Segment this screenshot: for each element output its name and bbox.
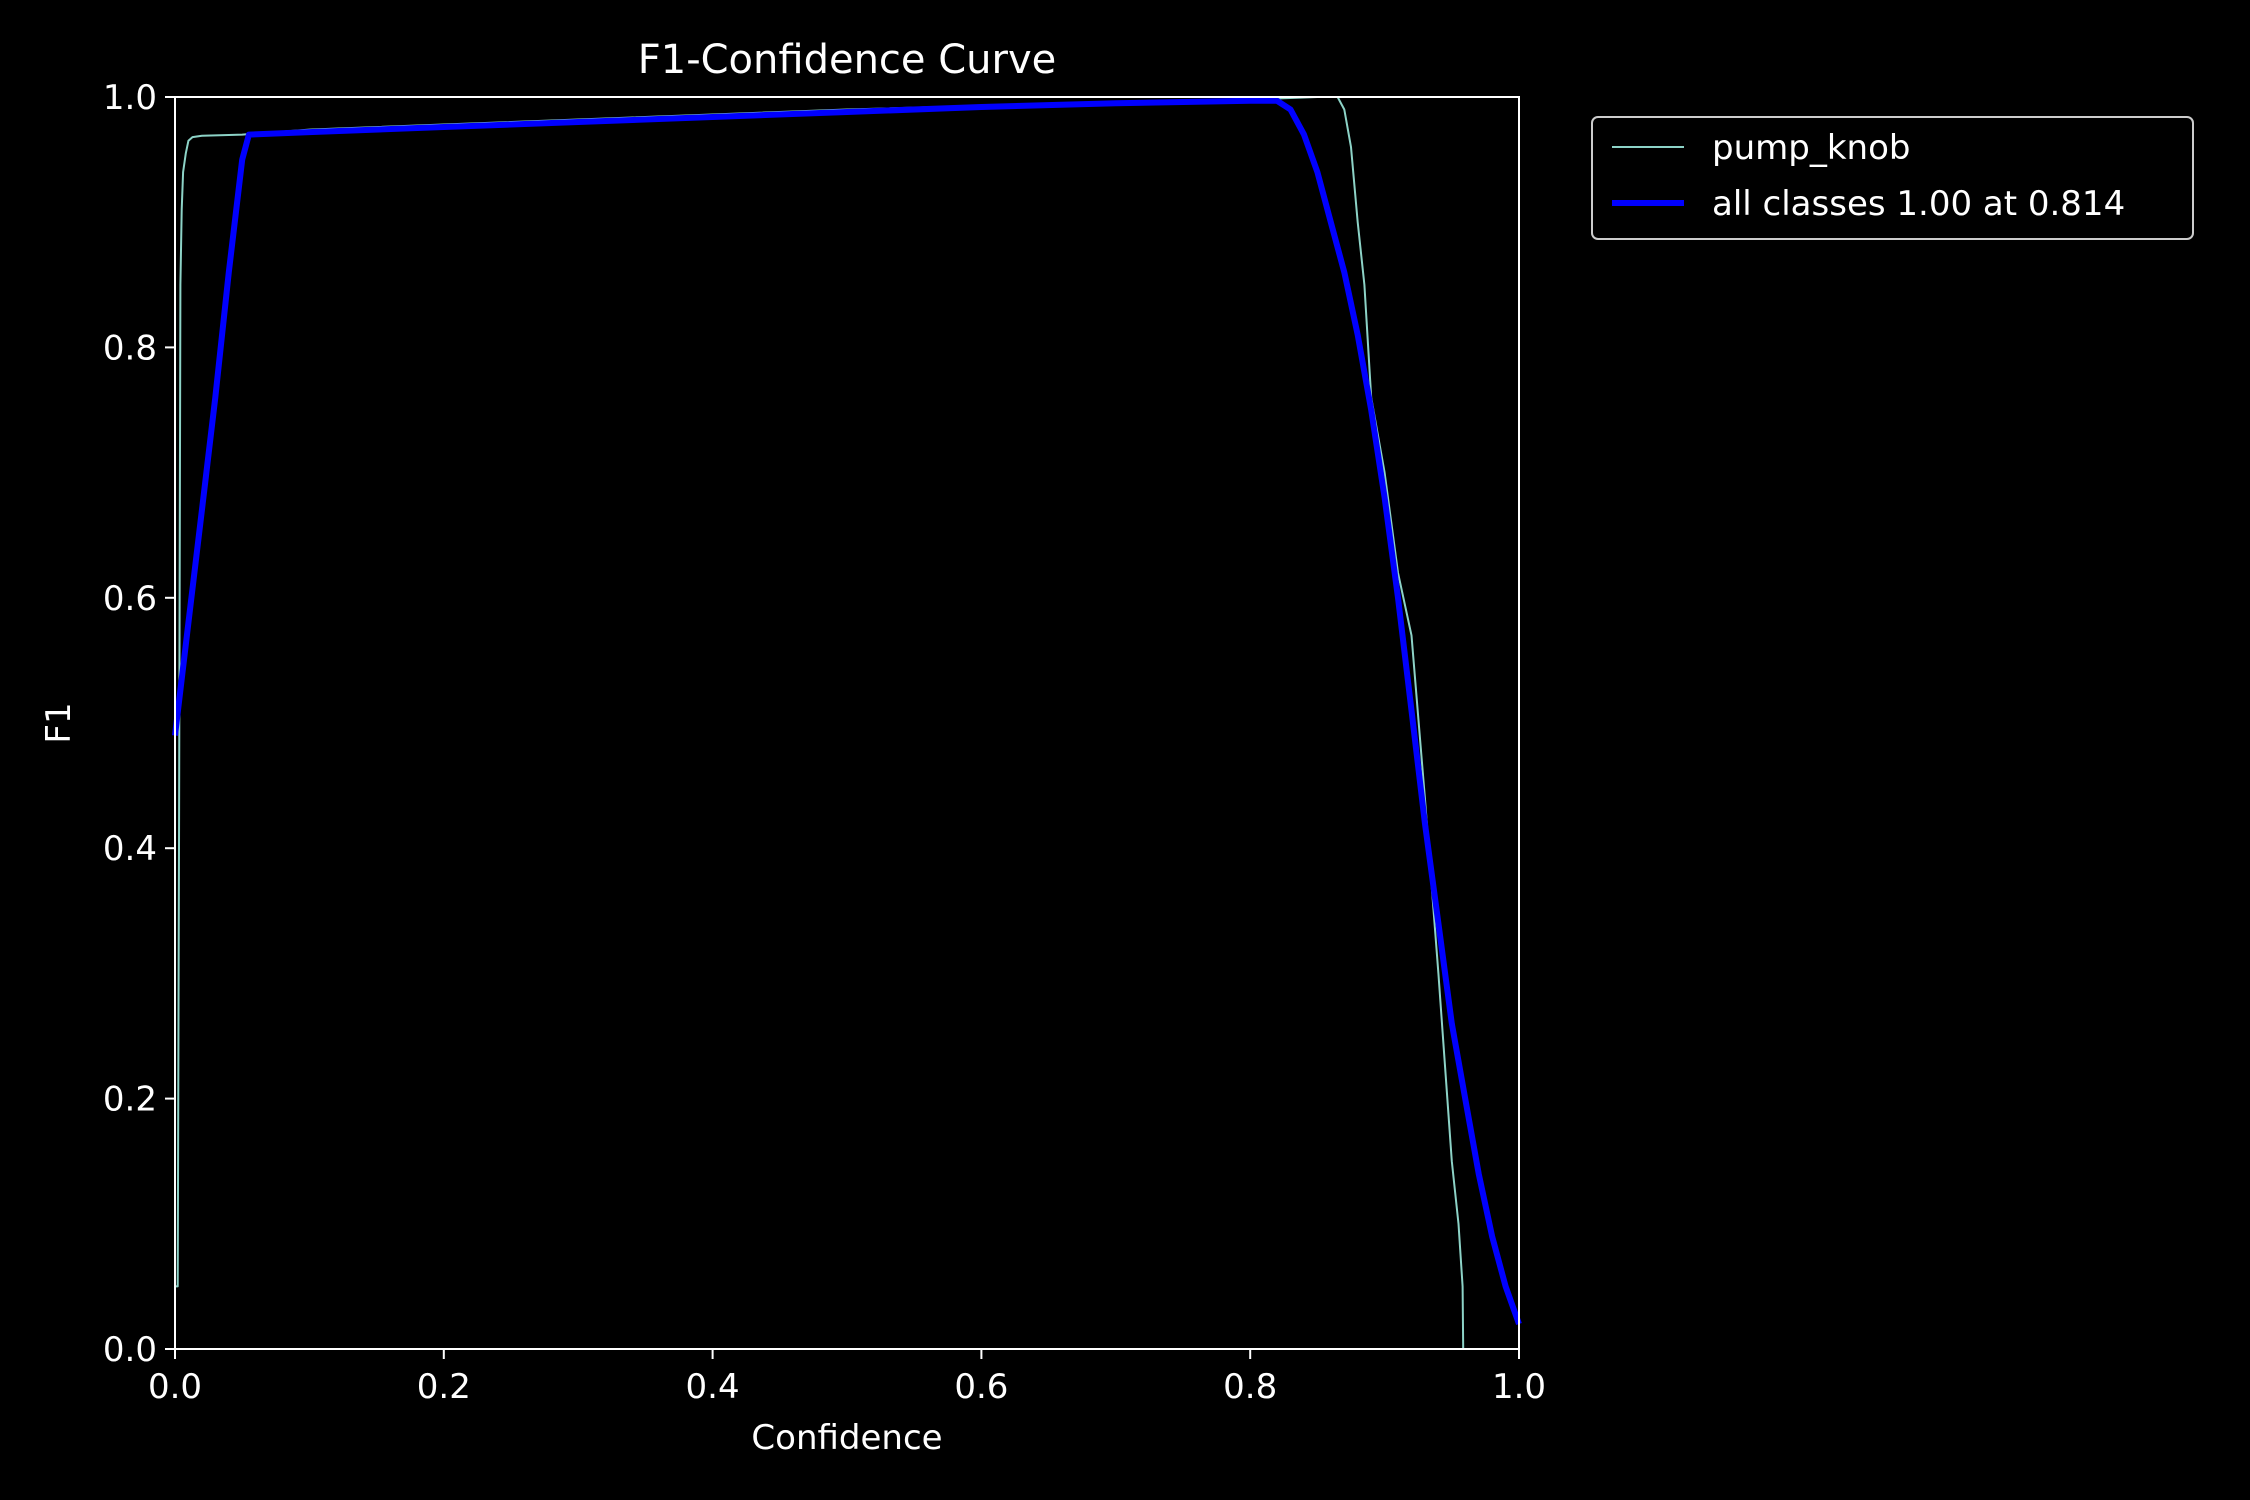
series-line-all-classes [172, 97, 1522, 1326]
y-tick-label: 0.4 [103, 829, 157, 869]
y-tick-label: 0.2 [103, 1080, 157, 1120]
legend-label-all-classes: all classes 1.00 at 0.814 [1712, 184, 2125, 224]
x-tick-label: 0.0 [148, 1367, 202, 1407]
x-tick-label: 0.4 [686, 1367, 740, 1407]
legend: pump_knob all classes 1.00 at 0.814 [1591, 116, 2194, 240]
x-tick-label: 0.2 [417, 1367, 471, 1407]
y-tick-label: 0.8 [103, 328, 157, 368]
y-axis: 0.0 0.2 0.4 0.6 0.8 1.0 [103, 78, 175, 1370]
x-axis: 0.0 0.2 0.4 0.6 0.8 1.0 [148, 1349, 1546, 1407]
x-axis-label: Confidence [751, 1418, 942, 1458]
y-tick-label: 1.0 [103, 78, 157, 118]
x-tick-label: 0.8 [1223, 1367, 1277, 1407]
x-tick-label: 1.0 [1492, 1367, 1546, 1407]
y-tick-label: 0.6 [103, 579, 157, 619]
y-axis-label: F1 [39, 702, 79, 743]
chart-title: F1-Confidence Curve [638, 37, 1057, 83]
legend-box [1591, 116, 2194, 240]
legend-label-pump-knob: pump_knob [1712, 128, 1910, 168]
x-tick-label: 0.6 [954, 1367, 1008, 1407]
y-tick-label: 0.0 [103, 1330, 157, 1370]
plot-frame [174, 96, 1520, 1350]
